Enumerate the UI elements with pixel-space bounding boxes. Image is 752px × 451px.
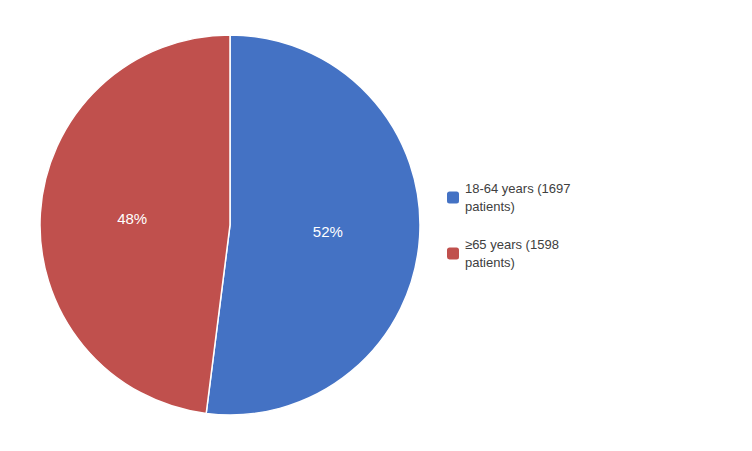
svg-text:52%: 52%	[313, 223, 343, 240]
svg-text:≥65 years (1598: ≥65 years (1598	[465, 237, 559, 252]
svg-text:18-64 years (1697: 18-64 years (1697	[465, 181, 571, 196]
svg-text:48%: 48%	[117, 210, 147, 227]
svg-text:patients): patients)	[465, 255, 515, 270]
svg-text:patients): patients)	[465, 199, 515, 214]
